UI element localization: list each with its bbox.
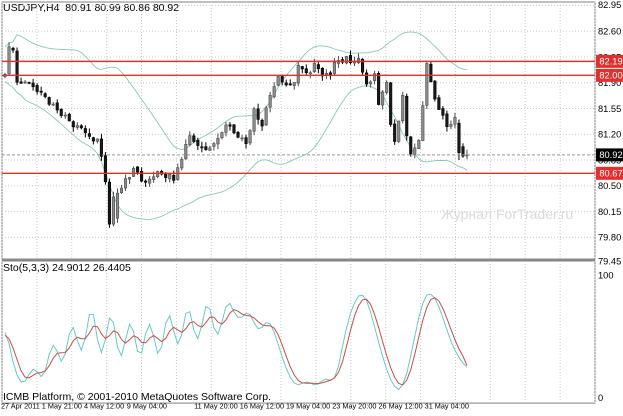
svg-text:79.45: 79.45 — [598, 256, 621, 266]
svg-text:82.19: 82.19 — [599, 57, 622, 67]
svg-text:31 May 04:00: 31 May 04:00 — [425, 402, 469, 411]
svg-text:0: 0 — [598, 393, 603, 403]
svg-text:80.92: 80.92 — [599, 150, 622, 160]
svg-text:81.55: 81.55 — [598, 104, 621, 114]
svg-text:80.67: 80.67 — [599, 169, 622, 179]
svg-text:82.95: 82.95 — [598, 0, 621, 10]
svg-text:23 May 20:00: 23 May 20:00 — [332, 402, 376, 411]
svg-text:82.00: 82.00 — [599, 71, 622, 81]
svg-text:79.80: 79.80 — [598, 233, 621, 243]
svg-text:100: 100 — [598, 271, 614, 281]
svg-text:81.20: 81.20 — [598, 130, 621, 140]
svg-text:26 May 12:00: 26 May 12:00 — [378, 402, 422, 411]
svg-text:82.60: 82.60 — [598, 26, 621, 36]
svg-text:80.50: 80.50 — [598, 181, 621, 191]
svg-text:19 May 04:00: 19 May 04:00 — [286, 402, 330, 411]
